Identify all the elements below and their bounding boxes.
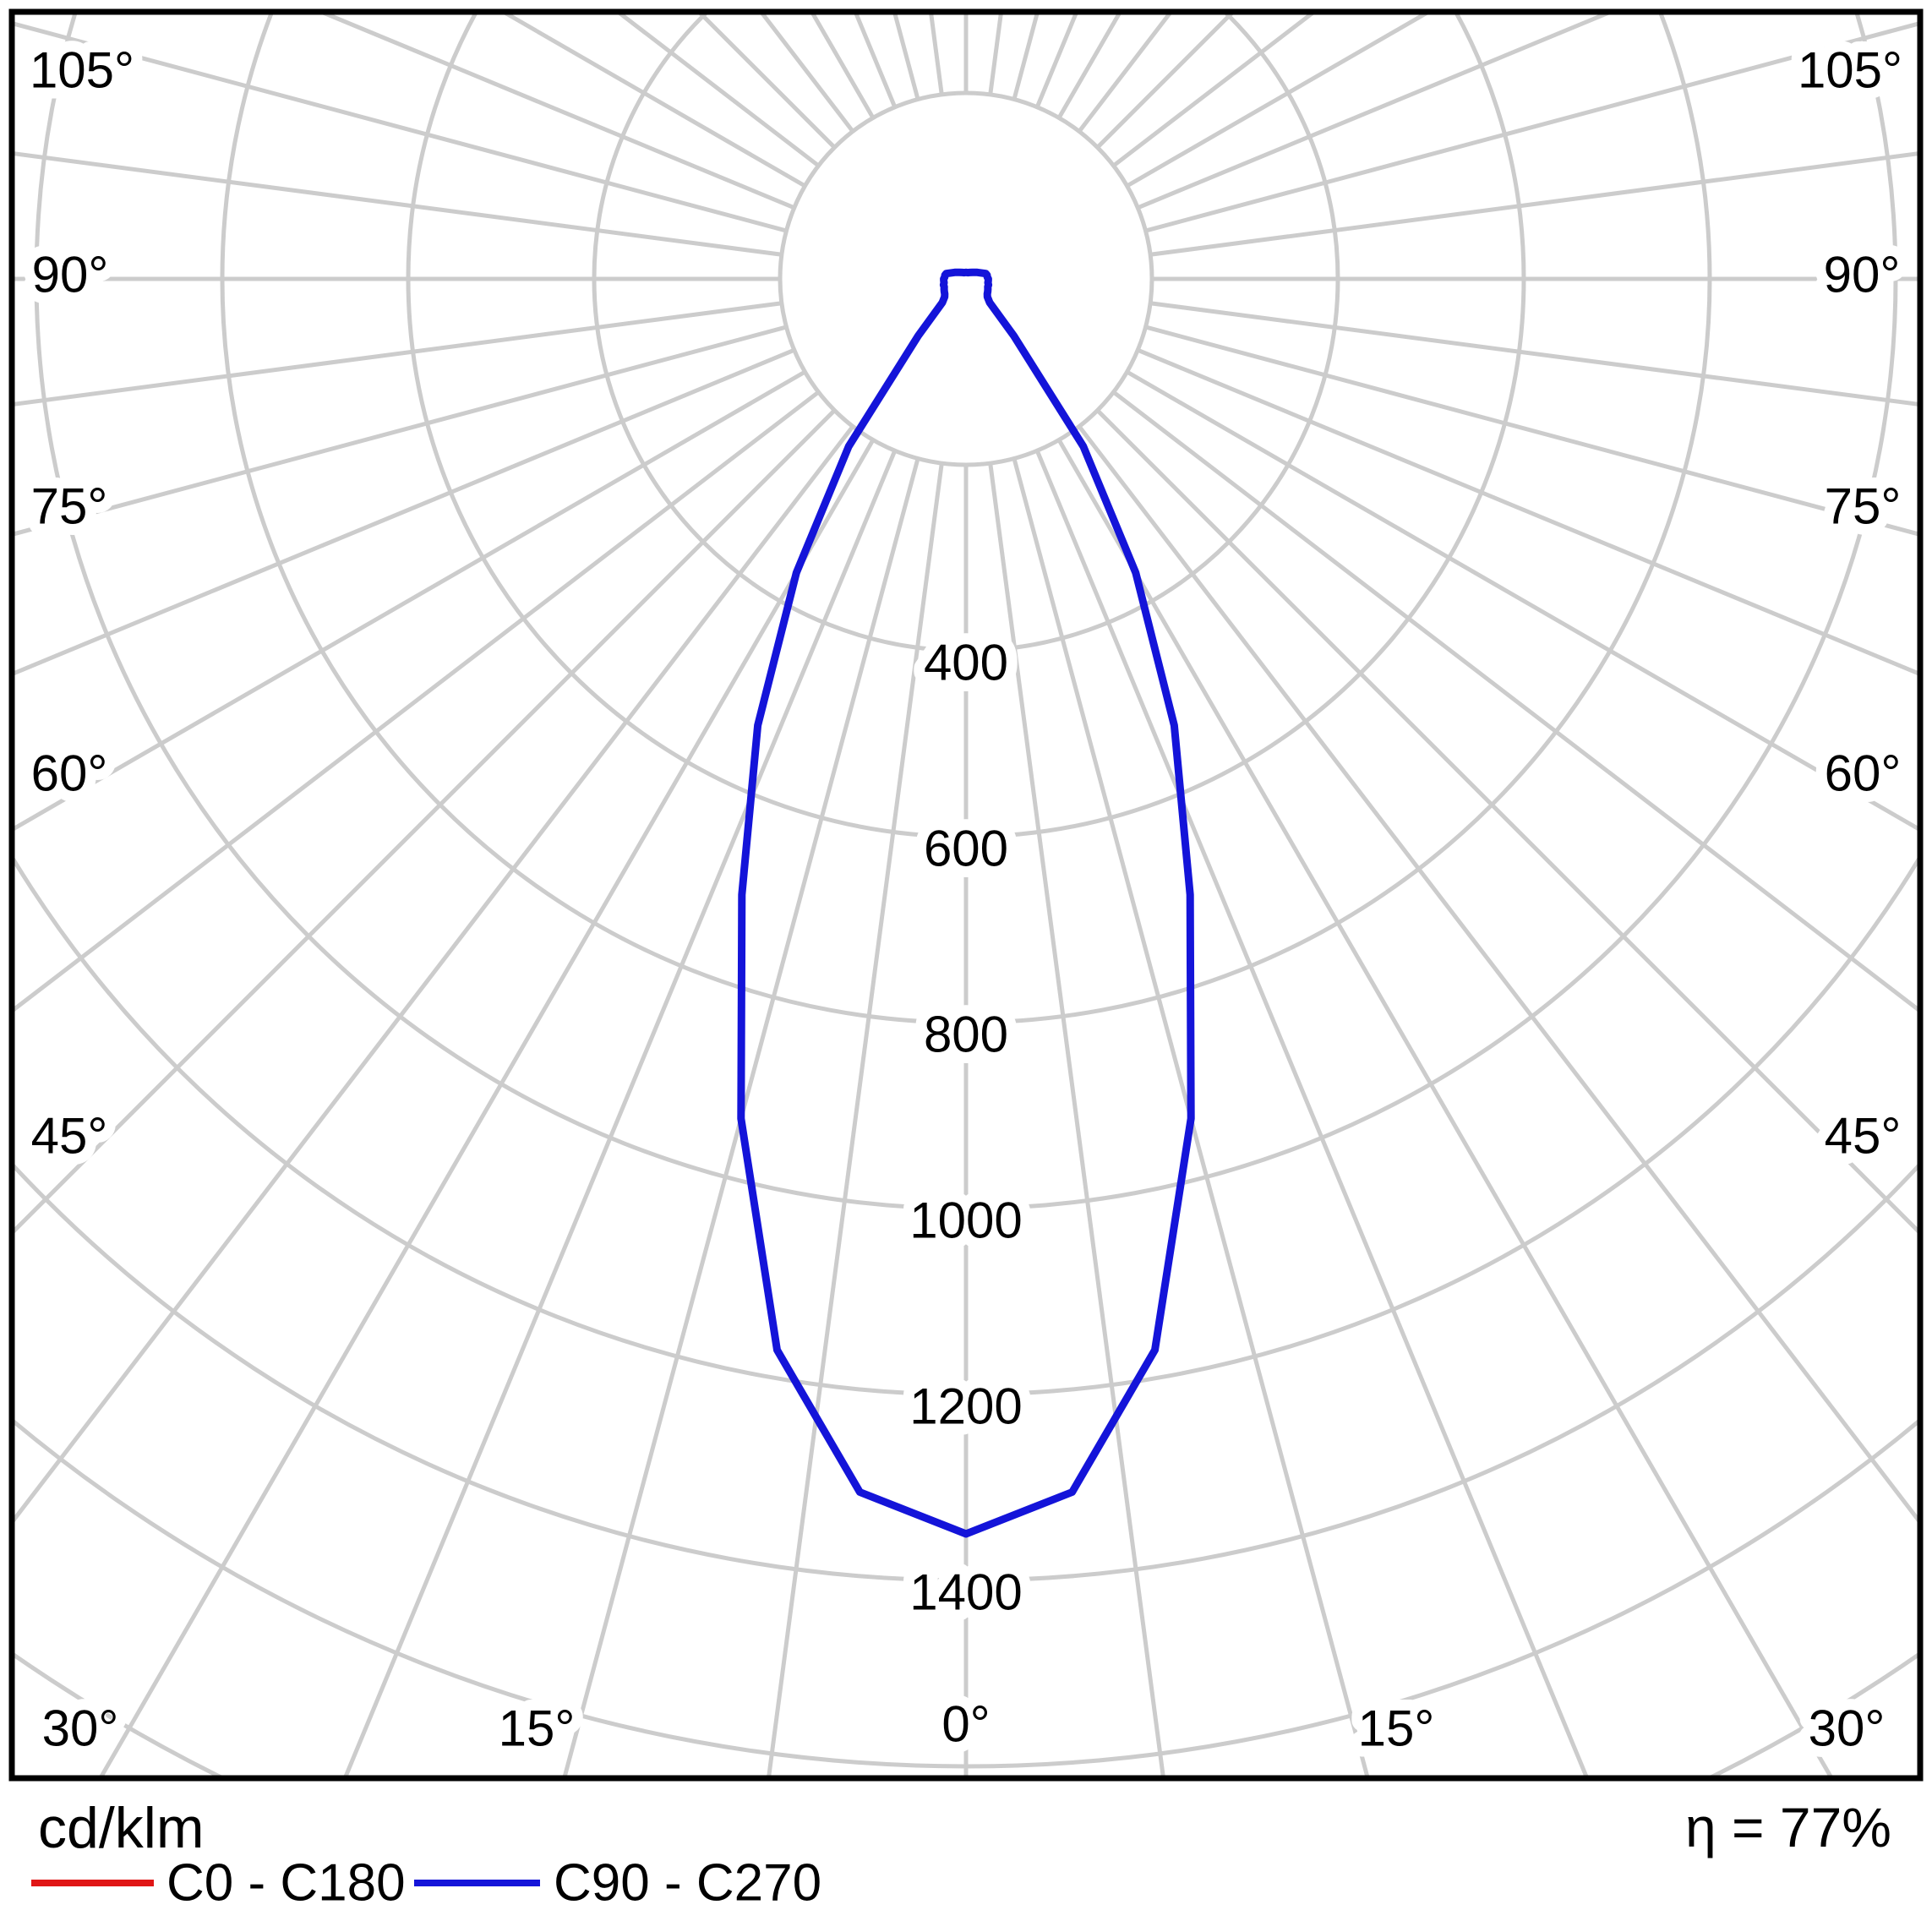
radial-label-400: 400	[924, 635, 1008, 691]
angle-label-2-75: 75°	[31, 478, 108, 535]
curve-c90-c270	[737, 268, 1195, 1538]
grid-ray-315	[12, 408, 837, 1236]
legend: cd/klm η = 77% C0 - C180 C90 - C270	[27, 1785, 1902, 1913]
angle-label-13-90: 90°	[1824, 247, 1901, 303]
angle-label-5-30: 30°	[42, 1700, 119, 1757]
angle-label-1-90: 90°	[32, 247, 109, 303]
grid-ray-300	[12, 369, 806, 832]
grid-ray-67.5	[1137, 347, 1920, 677]
grid-ray-112.5	[1137, 12, 1617, 210]
angle-label-10-45: 45°	[1825, 1108, 1902, 1165]
grid-ray-165	[1012, 12, 1040, 101]
angle-label-9-30: 30°	[1809, 1700, 1886, 1757]
grid-ray-37.5	[1077, 425, 1920, 1526]
angle-label-11-60: 60°	[1825, 745, 1902, 802]
radial-label-800: 800	[924, 1007, 1008, 1063]
radial-label-1200: 1200	[909, 1378, 1022, 1435]
grid-ray-7.5	[988, 462, 1166, 1778]
radial-label-1400: 1400	[909, 1564, 1022, 1621]
efficiency-label: η = 77%	[1685, 1796, 1891, 1858]
plot-border	[8, 8, 1924, 1782]
grid-ray-322.5	[12, 425, 855, 1526]
legend-label-c0-c180: C0 - C180	[166, 1854, 406, 1913]
units-label: cd/klm	[38, 1796, 204, 1860]
angle-label-7-0: 0°	[941, 1696, 990, 1753]
grid-ray-15	[1012, 457, 1370, 1778]
grid-ray-292.5	[12, 347, 795, 677]
grid-ray-277.5	[12, 301, 783, 407]
grid-ray-45	[1095, 408, 1920, 1236]
angle-label-4-45: 45°	[31, 1108, 108, 1165]
radial-label-600: 600	[924, 821, 1008, 877]
radial-label-1000: 1000	[909, 1192, 1022, 1249]
grid-ray-82.5	[1149, 301, 1920, 407]
curves-group	[737, 268, 1195, 1538]
grid-ray-195	[892, 12, 920, 101]
grid-ray-337.5	[342, 450, 898, 1778]
grid-ray-105	[1144, 20, 1920, 233]
angle-label-6-15: 15°	[499, 1700, 576, 1757]
angle-label-12-75: 75°	[1825, 478, 1902, 535]
grid-ray-52.5	[1112, 390, 1920, 1014]
legend-label-c90-c270: C90 - C270	[554, 1854, 821, 1913]
grid-ray-60	[1126, 369, 1920, 832]
grid-ray-262.5	[12, 150, 783, 257]
grid-circle-200	[778, 90, 1154, 467]
grid-ray-345	[562, 457, 920, 1778]
grid-ray-352.5	[766, 462, 944, 1778]
grid-ray-30	[1056, 439, 1835, 1778]
grid-ray-247.5	[315, 12, 795, 210]
grid-ray-285	[12, 325, 788, 538]
grid-ray-97.5	[1149, 150, 1920, 257]
angle-label-3-60: 60°	[31, 745, 108, 802]
angle-label-8-15: 15°	[1358, 1700, 1435, 1757]
grid-ray-255	[12, 20, 788, 233]
grid-ray-330	[97, 439, 876, 1778]
grid-ray-22.5	[1034, 450, 1590, 1778]
grid-ray-307.5	[12, 390, 820, 1014]
angle-axis-labels: 105° 90° 75° 60° 45° 30° 15° 0° 15° 30° 45° 60° 75° 9…	[19, 31, 1913, 1768]
angle-label-0-105: 105°	[30, 42, 134, 99]
radial-axis-labels: 400 600 800 1000 1200 1400	[898, 624, 1033, 1632]
angle-label-14-105: 105°	[1798, 42, 1902, 99]
grid-ray-75	[1144, 325, 1920, 538]
